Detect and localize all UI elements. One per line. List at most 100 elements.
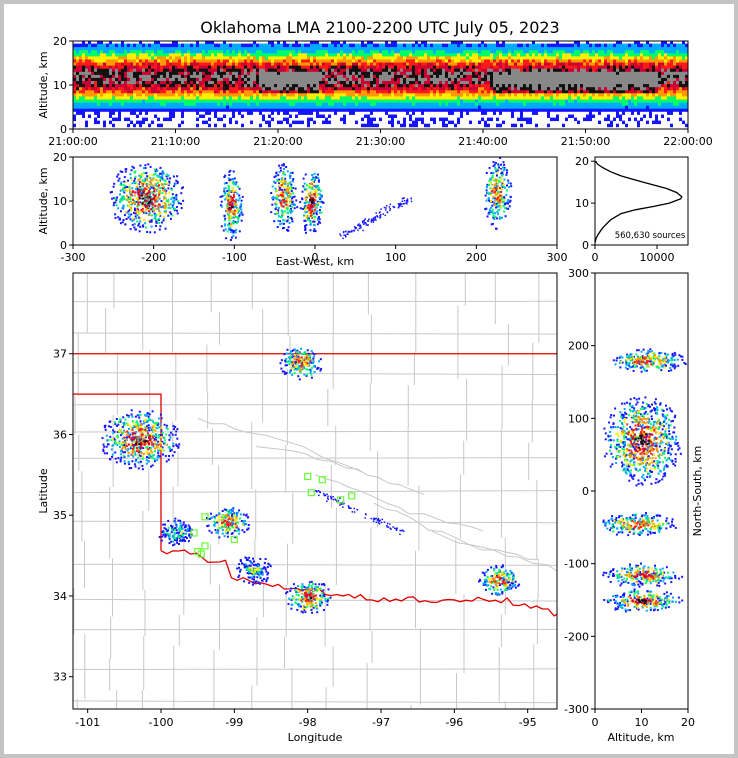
time-altitude-cell [268,83,271,88]
east-west-cluster [127,196,130,199]
time-altitude-cell [622,111,625,115]
time-altitude-cell [433,102,436,106]
time-altitude-cell [379,117,382,122]
time-altitude-cell [436,105,439,109]
time-altitude-cell [598,86,601,91]
time-altitude-cell [379,65,382,69]
time-altitude-cell [76,111,79,115]
time-altitude-cell [328,43,331,48]
time-altitude-cell [430,68,433,72]
time-altitude-cell [625,83,628,88]
time-altitude-cell [493,74,496,78]
time-altitude-cell [289,83,292,88]
time-altitude-cell [400,65,403,69]
time-altitude-cell [523,62,526,66]
time-altitude-cell [448,71,451,75]
time-altitude-cell [616,99,619,103]
time-altitude-cell [511,62,514,66]
time-altitude-cell [547,65,550,69]
time-altitude-cell [403,62,406,66]
time-altitude-cell [82,52,85,57]
time-altitude-cell [91,49,94,54]
time-altitude-cell [73,86,76,91]
time-altitude-cell [124,59,127,63]
time-altitude-cell [250,77,253,81]
time-altitude-cell [565,99,568,103]
time-altitude-cell [142,49,145,54]
time-altitude-cell [136,71,139,75]
time-altitude-cell [274,68,277,72]
time-altitude-cell [244,80,247,85]
time-altitude-cell [238,111,241,115]
time-altitude-cell [304,65,307,69]
time-altitude-cell [682,120,685,125]
time-altitude-cell [643,108,646,112]
time-altitude-cell [112,80,115,85]
time-altitude-cell [646,99,649,103]
time-altitude-cell [76,108,79,112]
time-altitude-cell [451,65,454,69]
time-altitude-cell [427,83,430,88]
time-altitude-cell [193,52,196,57]
time-altitude-cell [340,52,343,57]
time-altitude-cell [436,56,439,60]
time-altitude-cell [613,71,616,75]
time-altitude-cell [172,86,175,91]
time-altitude-cell [376,46,379,51]
time-altitude-cell [259,92,262,97]
time-altitude-cell [91,108,94,112]
time-altitude-cell [388,77,391,81]
time-altitude-cell [463,74,466,78]
time-altitude-cell [394,52,397,57]
time-altitude-cell [550,108,553,112]
time-altitude-cell [520,71,523,75]
time-altitude-cell [538,83,541,88]
time-altitude-cell [583,71,586,75]
time-altitude-cell [325,80,328,85]
time-altitude-cell [667,108,670,112]
time-altitude-cell [643,62,646,66]
time-altitude-cell [322,92,325,97]
time-altitude-cell [133,80,136,85]
time-altitude-cell [409,43,412,48]
time-altitude-cell [658,43,661,48]
time-altitude-cell [433,99,436,103]
time-altitude-cell [355,86,358,91]
time-altitude-cell [319,56,322,60]
time-altitude-cell [685,86,688,91]
time-altitude-cell [559,74,562,78]
time-altitude-cell [565,83,568,88]
time-altitude-cell [283,111,286,115]
time-altitude-cell [205,59,208,63]
time-altitude-cell [304,83,307,88]
time-altitude-cell [259,62,262,66]
time-altitude-cell [343,56,346,60]
time-altitude-cell [649,46,652,51]
time-altitude-cell [454,62,457,66]
time-altitude-cell [418,71,421,75]
time-altitude-cell [679,49,682,54]
time-altitude-cell [547,56,550,60]
time-altitude-cell [493,86,496,91]
time-altitude-cell [436,89,439,94]
time-altitude-cell [613,68,616,72]
time-altitude-cell [115,80,118,85]
time-altitude-cell [391,89,394,94]
time-altitude-cell [280,102,283,106]
time-altitude-cell [460,56,463,60]
time-altitude-cell [538,86,541,91]
time-altitude-cell [682,74,685,78]
time-altitude-cell [298,102,301,106]
time-altitude-cell [481,52,484,57]
time-altitude-cell [331,89,334,94]
time-altitude-cell [235,59,238,63]
time-altitude-cell [229,99,232,103]
time-altitude-cell [346,77,349,81]
time-altitude-cell [178,65,181,69]
time-altitude-cell [310,92,313,97]
time-altitude-cell [559,71,562,75]
time-altitude-cell [250,120,253,125]
time-altitude-cell [646,49,649,54]
time-altitude-cell [523,99,526,103]
east-west-cluster [160,221,163,224]
